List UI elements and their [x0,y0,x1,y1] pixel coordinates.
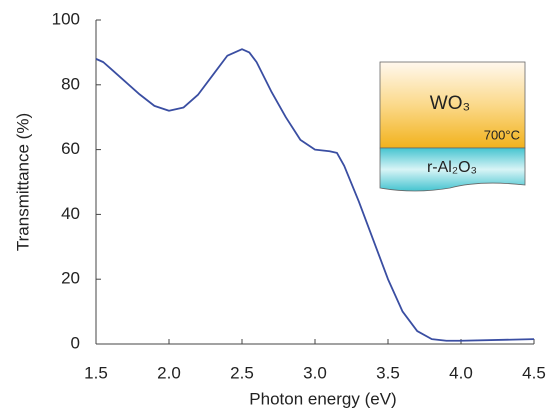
y-tick-label: 100 [52,9,80,28]
x-tick-label: 2.5 [230,363,254,382]
y-tick-label: 40 [61,204,80,223]
x-tick-label: 4.5 [522,363,546,382]
x-tick-label: 1.5 [84,363,108,382]
y-tick-label: 60 [61,139,80,158]
x-axis-title: Photon energy (eV) [249,389,396,408]
x-tick-label: 4.0 [449,363,473,382]
inset-diagram: WO₃ 700°C r-Al₂O₃ [379,61,526,192]
y-tick-label: 80 [61,74,80,93]
x-tick-label: 3.0 [303,363,327,382]
substrate-layer [379,147,526,192]
y-axis-title: Transmittance (%) [13,113,32,251]
film-label: WO₃ [430,93,470,114]
x-tick-label: 2.0 [157,363,181,382]
y-tick-label: 20 [61,269,80,288]
substrate-label: r-Al₂O₃ [427,159,477,176]
x-tick-label: 3.5 [376,363,400,382]
data-line [95,48,535,342]
temperature-label: 700°C [484,127,520,142]
y-tick-label: 0 [71,333,80,352]
film-layer [379,61,526,149]
